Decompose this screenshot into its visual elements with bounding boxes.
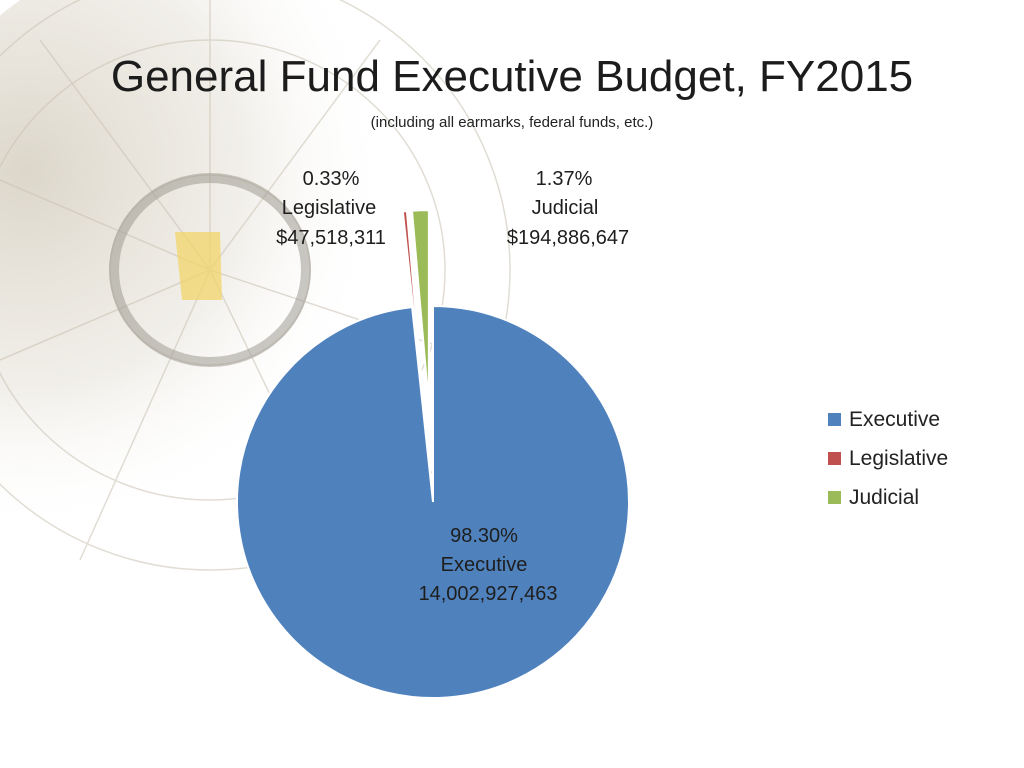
legend-swatch-legislative — [828, 452, 841, 465]
pie-slice-executive — [236, 304, 630, 699]
label-legislative-percent: 0.33% — [303, 168, 360, 190]
page-title: General Fund Executive Budget, FY2015 — [110, 52, 914, 101]
label-judicial-amount: $194,886,647 — [507, 227, 629, 249]
label-legislative: 0.33% Legislative $47,518,311 — [276, 168, 386, 249]
label-legislative-amount: $47,518,311 — [276, 227, 386, 249]
legend-label-executive: Executive — [849, 407, 941, 431]
legend-swatch-judicial — [828, 491, 841, 504]
label-executive-name: Executive — [441, 554, 528, 576]
legend-label-legislative: Legislative — [849, 446, 949, 470]
chart-legend: Executive Legislative Judicial — [828, 400, 948, 517]
label-judicial-name: Judicial — [532, 197, 599, 219]
legend-label-judicial: Judicial — [849, 485, 920, 509]
legend-item-judicial: Judicial — [828, 478, 948, 517]
label-judicial: 1.37% Judicial $194,886,647 — [507, 168, 629, 249]
legend-item-executive: Executive — [828, 400, 948, 439]
label-judicial-percent: 1.37% — [536, 168, 593, 190]
label-executive-percent: 98.30% — [450, 525, 518, 547]
page-subtitle: (including all earmarks, federal funds, … — [370, 114, 654, 131]
label-legislative-name: Legislative — [282, 197, 377, 219]
pie-slice-judicial — [410, 209, 430, 407]
label-executive: 98.30% Executive 14,002,927,463 — [418, 525, 557, 605]
legend-swatch-executive — [828, 413, 841, 426]
label-executive-amount: 14,002,927,463 — [418, 583, 557, 605]
legend-item-legislative: Legislative — [828, 439, 948, 478]
pie-slice-legislative — [401, 210, 425, 407]
